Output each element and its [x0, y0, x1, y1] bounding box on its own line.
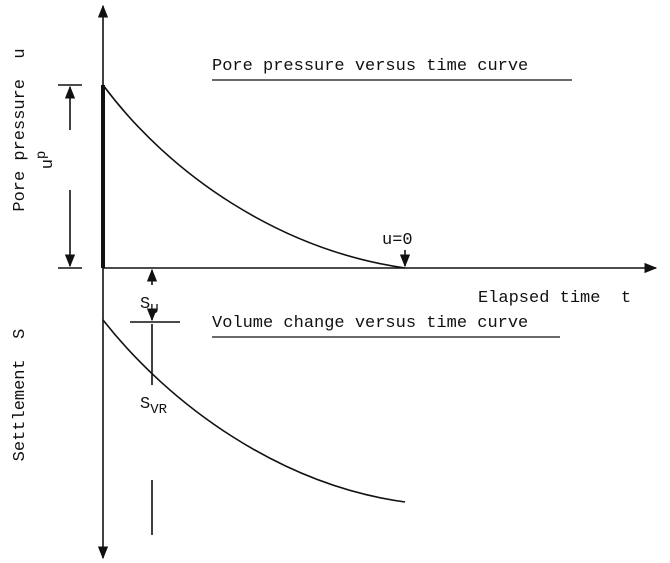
pore-pressure-curve — [102, 84, 406, 269]
pore-axis-label: Pore pressure u — [11, 48, 30, 211]
svr-label: SVR — [140, 395, 168, 418]
end-label: u=0 — [382, 231, 413, 250]
bottom-title: Volume change versus time curve — [212, 314, 528, 333]
dimension-label: up — [34, 151, 58, 170]
dim-gap — [60, 130, 82, 190]
time-label: Elapsed time t — [478, 289, 631, 308]
su-label: SU — [140, 295, 159, 318]
settlement-axis-label: Settlement S — [11, 329, 30, 462]
top-title: Pore pressure versus time curve — [212, 57, 528, 76]
settlement-curve — [102, 319, 406, 503]
